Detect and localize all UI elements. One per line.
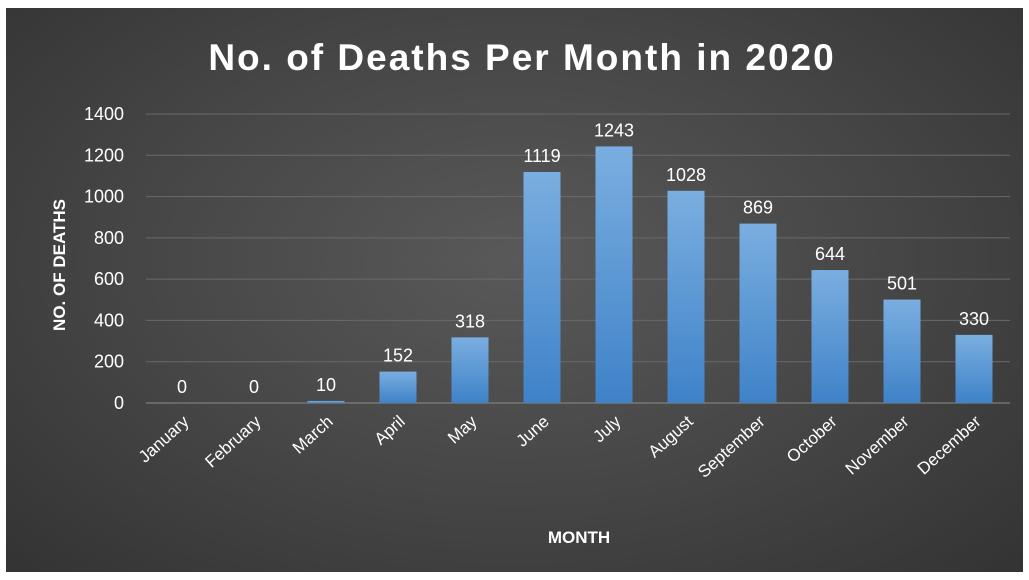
x-tick-label: March [289,412,337,458]
y-tick-label: 400 [94,310,124,330]
x-tick-label: November [842,412,913,479]
x-tick-label: December [914,412,985,479]
bar-march [307,400,345,403]
data-label: 644 [815,244,845,264]
x-tick-label: February [201,412,265,472]
x-tick-label: April [371,412,409,449]
x-axis-categories: January February March April May June July Augu… [135,412,985,482]
y-tick-label: 800 [94,228,124,248]
bar-may [451,337,489,403]
chart-area: No. of Deaths Per Month in 2020 0 200 400 6… [6,8,1023,572]
y-tick-label: 1000 [84,187,124,207]
y-tick-label: 1200 [84,145,124,165]
gridlines [146,113,1010,404]
x-tick-label: October [783,412,841,467]
data-label: 869 [743,198,773,218]
bar-september [739,223,777,403]
x-tick-label: September [694,412,769,482]
bar-june [523,172,561,403]
bar-july [595,146,633,403]
y-tick-label: 600 [94,269,124,289]
data-label: 1243 [594,120,634,140]
x-axis-title: MONTH [548,528,610,547]
data-label: 330 [959,309,989,329]
x-tick-label: June [513,412,553,451]
x-tick-label: July [589,412,625,447]
data-label: 152 [383,346,413,366]
data-label: 0 [249,377,259,397]
bar-april [379,371,417,403]
x-tick-label: May [444,412,481,448]
data-label: 318 [455,311,485,331]
chart-title: No. of Deaths Per Month in 2020 [208,37,835,78]
x-tick-label: August [645,412,697,462]
y-axis-title: NO. OF DEATHS [50,199,69,331]
y-tick-label: 0 [114,393,124,413]
bar-october [811,270,849,403]
bars [307,146,993,403]
y-tick-label: 200 [94,352,124,372]
x-tick-label: January [135,412,193,467]
bar-august [667,190,705,403]
bar-december [955,334,993,403]
data-labels: 0 0 10 152 318 1119 1243 1028 869 644 501 330 [177,120,989,397]
y-tick-label: 1400 [84,104,124,124]
bar-chart: No. of Deaths Per Month in 2020 0 200 400 6… [50,37,1010,547]
y-axis-ticks: 0 200 400 600 800 1000 1200 1400 [84,104,124,413]
data-label: 501 [887,274,917,294]
bar-november [883,299,921,403]
data-label: 10 [316,375,336,395]
data-label: 0 [177,377,187,397]
data-label: 1119 [523,146,560,166]
data-label: 1028 [666,165,706,185]
